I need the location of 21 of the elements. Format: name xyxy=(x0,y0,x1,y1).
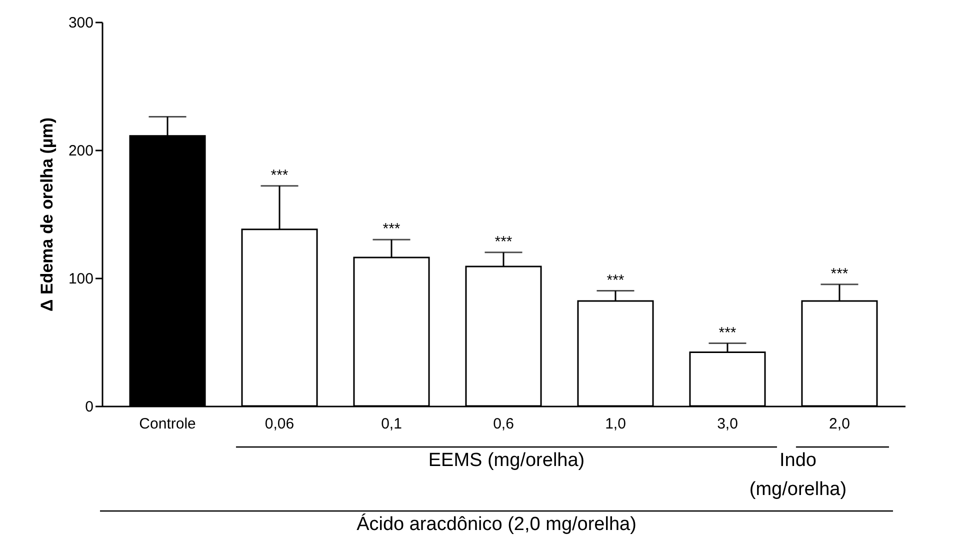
x-tick-label: Controle xyxy=(139,416,196,432)
y-tick-label: 200 xyxy=(68,142,94,160)
y-tick-label: 0 xyxy=(85,398,94,416)
annotation: *** xyxy=(494,233,512,250)
y-axis-title: Δ Edema de orelha (µm) xyxy=(37,118,56,312)
annotation: *** xyxy=(830,265,848,282)
text: Ácido aracdônico (2,0 mg/orelha) xyxy=(356,513,636,535)
x-tick-label: 0,6 xyxy=(493,416,514,432)
text: EEMS (mg/orelha) xyxy=(428,450,585,471)
annotation: *** xyxy=(270,166,288,184)
annotation: *** xyxy=(382,220,400,238)
x-tick-label: 1,0 xyxy=(605,416,626,432)
text: Indo (mg/orelha) xyxy=(749,450,847,500)
x-tick-label: 3,0 xyxy=(717,416,738,432)
annotation: *** xyxy=(718,324,736,342)
x-tick-label: 0,1 xyxy=(381,416,402,432)
x-tick-label: 0,06 xyxy=(264,416,294,432)
annotation: *** xyxy=(606,272,624,289)
y-tick-label: 100 xyxy=(68,270,94,288)
x-tick-label: 2,0 xyxy=(829,416,850,432)
y-tick-label: 300 xyxy=(68,14,94,32)
